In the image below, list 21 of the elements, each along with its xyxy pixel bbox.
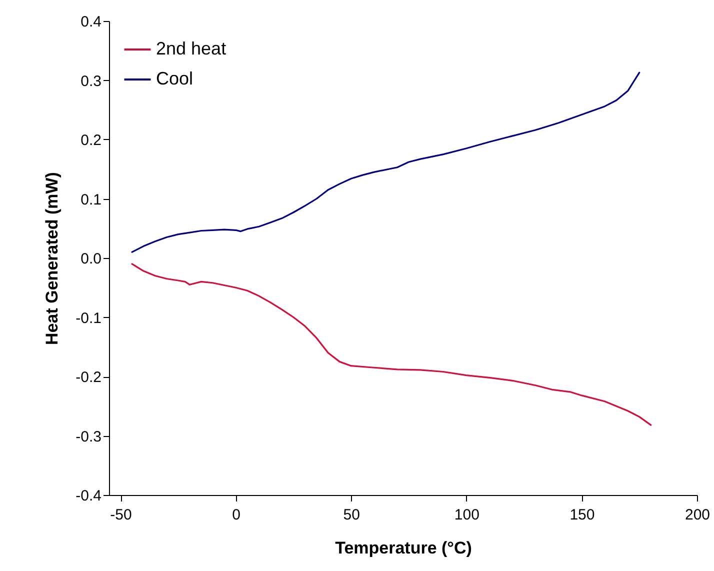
y-tick-label: 0.1: [80, 191, 102, 208]
line-series: [131, 263, 652, 426]
y-tick-label: 0.3: [80, 72, 102, 90]
x-tick-label: -50: [110, 506, 132, 524]
y-tick-label: -0.3: [76, 428, 102, 446]
y-tick-label: -0.1: [76, 310, 102, 327]
x-tick-label: 200: [684, 506, 710, 524]
x-tick-label: 100: [454, 506, 480, 524]
x-tick-label: 150: [570, 506, 595, 524]
line-series: [131, 72, 640, 253]
x-tick-label: 50: [343, 506, 360, 524]
x-axis-title: Temperature (°C): [335, 538, 472, 558]
y-tick-label: -0.4: [76, 488, 102, 504]
y-tick-label: 0.4: [80, 14, 102, 30]
legend-label: 2nd heat: [156, 38, 226, 58]
legend-label: Cool: [156, 68, 194, 88]
y-tick-label: 0.2: [80, 132, 102, 149]
x-tick-label: 0: [232, 506, 240, 524]
y-axis-title: Heat Generated (mW): [42, 172, 62, 345]
y-tick-label: 0.0: [80, 250, 102, 268]
y-tick-label: -0.2: [76, 369, 102, 386]
